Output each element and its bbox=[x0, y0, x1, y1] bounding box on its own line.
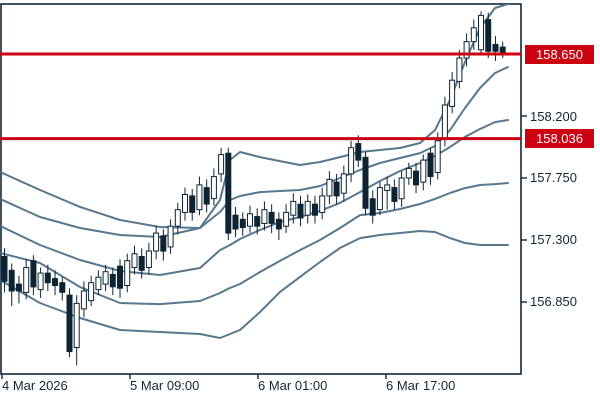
candle-body bbox=[1, 256, 8, 282]
band-line-upper_band_1 bbox=[1, 66, 509, 238]
band-line-upper_band_2 bbox=[1, 4, 509, 229]
candle-body bbox=[117, 265, 123, 289]
candle-body bbox=[355, 143, 362, 161]
candle-body bbox=[167, 225, 174, 248]
candle-body bbox=[95, 276, 102, 291]
candle-body bbox=[52, 278, 58, 287]
candle-body bbox=[485, 19, 492, 52]
candle-body bbox=[391, 187, 398, 202]
candle-body bbox=[362, 156, 369, 209]
candle-body bbox=[232, 214, 239, 230]
candle-body bbox=[210, 176, 217, 200]
band-line-lower_band_1 bbox=[1, 182, 509, 306]
candle-body bbox=[283, 211, 290, 227]
candle-body bbox=[124, 260, 131, 287]
candle-body bbox=[268, 211, 275, 224]
candle-body bbox=[254, 216, 261, 227]
candle-body bbox=[456, 57, 463, 82]
x-axis-label: 6 Mar 01:00 bbox=[258, 378, 328, 393]
candle-body bbox=[153, 232, 160, 252]
candle-body bbox=[225, 152, 232, 234]
y-axis-label: 158.200 bbox=[530, 108, 577, 124]
candle-body bbox=[449, 79, 456, 107]
candle-body bbox=[66, 294, 73, 353]
candle-body bbox=[420, 159, 427, 183]
chart-plot-area[interactable] bbox=[0, 3, 522, 375]
candle-body bbox=[463, 41, 470, 59]
candle-body bbox=[239, 218, 246, 229]
candle-body bbox=[138, 256, 145, 271]
candle-body bbox=[441, 104, 448, 140]
candle-body bbox=[312, 203, 318, 216]
candle-body bbox=[196, 184, 203, 211]
candle-body bbox=[102, 271, 109, 285]
candle-body bbox=[275, 218, 282, 230]
candle-body bbox=[203, 187, 210, 205]
candle-body bbox=[333, 181, 340, 197]
candle-body bbox=[326, 178, 333, 197]
candle-body bbox=[218, 154, 225, 175]
candle-body bbox=[261, 209, 268, 224]
candle-body bbox=[413, 170, 419, 186]
candle-body bbox=[304, 200, 311, 216]
candle-body bbox=[23, 267, 30, 293]
candle-body bbox=[174, 209, 181, 227]
candle-body bbox=[44, 272, 51, 284]
price-level-badge: 158.650 bbox=[525, 44, 594, 64]
candle-body bbox=[319, 195, 326, 213]
candle-body bbox=[109, 273, 116, 288]
candle-body bbox=[499, 46, 506, 54]
candle-body bbox=[470, 27, 477, 43]
candle-body bbox=[384, 184, 391, 191]
x-axis-label: 6 Mar 17:00 bbox=[386, 378, 456, 393]
candle-body bbox=[189, 195, 196, 213]
candle-body bbox=[348, 147, 355, 175]
candle-body bbox=[59, 282, 66, 293]
candle-body bbox=[30, 260, 37, 288]
y-axis-label: 157.300 bbox=[530, 232, 577, 248]
candle-body bbox=[427, 152, 434, 178]
y-axis-label: 157.750 bbox=[530, 170, 577, 186]
candle-body bbox=[88, 282, 95, 302]
band-line-middle_band bbox=[1, 119, 509, 276]
band-line-lower_band_2 bbox=[1, 230, 509, 339]
candle-body bbox=[398, 177, 405, 200]
candle-body bbox=[15, 283, 22, 292]
candle-body bbox=[182, 194, 188, 213]
candle-body bbox=[131, 253, 138, 269]
candle-body bbox=[160, 235, 167, 252]
candle-body bbox=[340, 173, 347, 194]
x-axis-label: 4 Mar 2026 bbox=[2, 378, 68, 393]
candle-body bbox=[37, 272, 44, 291]
candle-body bbox=[247, 213, 253, 227]
candle-body bbox=[376, 187, 383, 211]
y-axis-label: 156.850 bbox=[530, 294, 577, 310]
candle-body bbox=[369, 198, 376, 216]
candle-body bbox=[478, 14, 484, 51]
candle-body bbox=[145, 250, 152, 268]
candle-body bbox=[434, 140, 441, 174]
x-axis-label: 5 Mar 09:00 bbox=[130, 378, 200, 393]
price-level-badge: 158.036 bbox=[525, 129, 594, 149]
candle-body bbox=[8, 269, 15, 292]
candle-body bbox=[297, 203, 304, 219]
candle-body bbox=[492, 43, 499, 52]
candle-body bbox=[290, 200, 297, 216]
candle-body bbox=[73, 302, 80, 348]
candle-body bbox=[80, 290, 87, 310]
candle-body bbox=[405, 167, 412, 179]
